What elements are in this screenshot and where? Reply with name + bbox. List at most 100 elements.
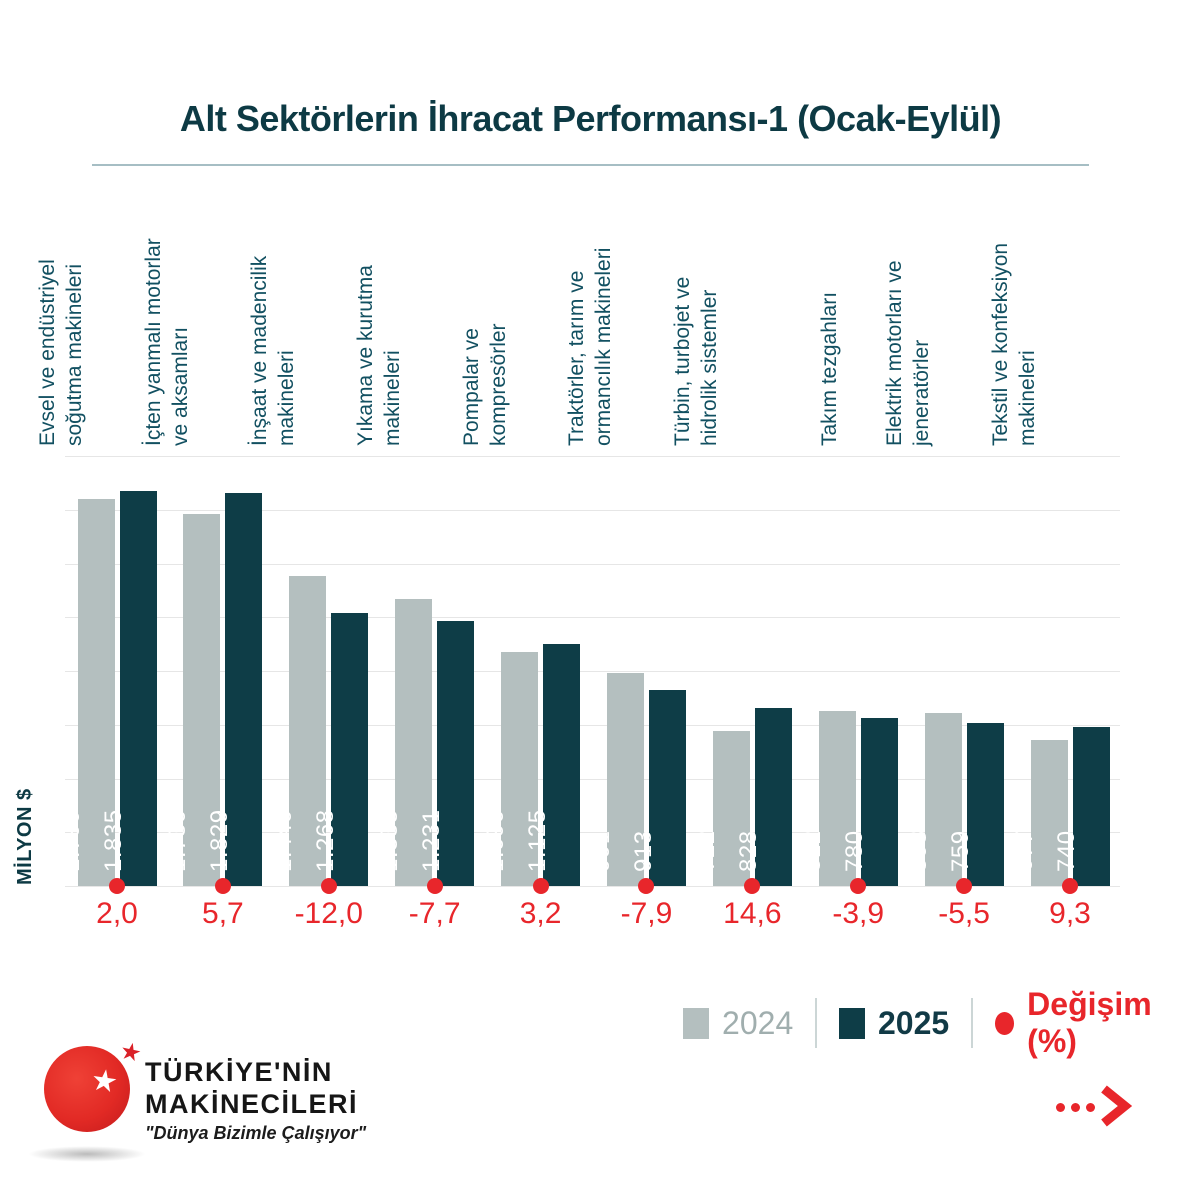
change-percent-label: 3,2	[519, 897, 562, 930]
category-label: Yıkama ve kurutma makineleri	[353, 265, 404, 446]
legend-label-2024: 2024	[722, 1004, 794, 1041]
bar-2025	[1072, 727, 1110, 886]
category-label: Tekstil ve konfeksiyon makineleri	[989, 242, 1039, 446]
bar-2024	[77, 499, 115, 886]
bar-2025	[437, 621, 475, 886]
legend-swatch-2025	[838, 1007, 865, 1039]
change-dot-icon	[744, 878, 761, 894]
gridline	[65, 456, 1120, 457]
legend-divider	[815, 998, 817, 1048]
bar-value-label: 1.090	[481, 809, 509, 872]
logo-red-sphere-icon	[44, 1046, 130, 1132]
legend-label-change: Değişim (%)	[1027, 986, 1152, 1059]
chart-title: Alt Sektörlerin İhracat Performansı-1 (O…	[179, 98, 1002, 139]
change-dot-icon	[532, 878, 549, 894]
bar-value-label: 1.268	[311, 809, 339, 872]
bar-value-label: 1.835	[100, 809, 127, 872]
dot-icon	[1086, 1103, 1095, 1112]
change-dot-icon	[109, 878, 125, 894]
bar-value-label: 1.125	[523, 809, 551, 872]
bar-2024	[289, 576, 327, 886]
bar-value-label: 1.335	[375, 809, 403, 872]
category-label: Pompalar ve kompresörler	[459, 323, 510, 446]
logo-white-star-icon: ★	[88, 1063, 121, 1100]
bar-value-label: 913	[629, 830, 657, 872]
dot-icon	[1071, 1103, 1080, 1112]
bar-2024	[712, 731, 750, 886]
change-dot-icon	[426, 878, 443, 894]
bar-value-label: 803	[905, 830, 933, 872]
change-percent-label: -12,0	[294, 897, 363, 930]
change-dot-icon	[638, 878, 655, 894]
dot-icon	[1056, 1103, 1065, 1112]
bar-value-label: 1.440	[269, 809, 297, 872]
category-label: Traktörler, tarım ve ormancılık makineler…	[565, 247, 616, 446]
gridline	[65, 510, 1120, 511]
title-divider	[92, 164, 1089, 166]
bar-value-label: 1.829	[205, 809, 233, 872]
bar-value-label: 991	[587, 830, 615, 872]
bar-2025	[649, 690, 686, 886]
bar-value-label: 1.730	[163, 809, 191, 872]
bar-2024	[924, 713, 962, 886]
legend-label-2025: 2025	[877, 1004, 950, 1041]
category-label: Takım tezgahları	[817, 291, 841, 446]
legend-swatch-2024	[683, 1007, 710, 1039]
bar-2025	[331, 613, 369, 886]
logo-red-star-icon: ★	[117, 1037, 145, 1068]
change-dot-icon	[320, 878, 337, 894]
bar-value-label: 722	[693, 830, 721, 872]
bar-2024	[1030, 740, 1068, 886]
gridline	[65, 671, 1120, 672]
change-percent-label: -7,9	[620, 897, 673, 930]
bar-2025	[966, 723, 1004, 886]
change-percent-label: 2,0	[96, 897, 138, 930]
bar-value-label: 740	[1053, 830, 1080, 872]
gridline	[65, 886, 1120, 887]
bar-2024	[395, 599, 433, 886]
brand-text-block: TÜRKİYE'NİN MAKİNECİLERİ "Dünya Bizimle …	[145, 1056, 366, 1144]
brand-slogan: "Dünya Bizimle Çalışıyor"	[145, 1123, 367, 1143]
gridline	[65, 617, 1120, 618]
next-page-button[interactable]	[1050, 1084, 1136, 1128]
brand-name-line2: MAKİNECİLERİ	[145, 1089, 358, 1119]
change-dot-icon	[956, 878, 973, 894]
legend-divider	[971, 998, 973, 1048]
bar-2024	[607, 673, 644, 886]
change-dot-icon	[850, 878, 867, 894]
bar-2025	[543, 644, 581, 886]
bar-value-label: 780	[841, 830, 869, 872]
bar-value-label: 759	[947, 830, 975, 872]
gridline	[65, 725, 1120, 726]
bar-2025	[119, 491, 157, 886]
bar-2025	[860, 718, 898, 886]
bar-value-label: 1.231	[417, 809, 445, 872]
change-percent-label: -3,9	[832, 897, 885, 930]
logo-shadow	[28, 1146, 146, 1162]
brand-name-line1: TÜRKİYE'NİN	[145, 1057, 333, 1087]
change-dot-icon	[1062, 878, 1078, 894]
category-label: İçten yanmalı motorlar ve aksamları	[141, 238, 192, 446]
change-dot-icon	[214, 878, 231, 894]
bar-value-label: 828	[735, 830, 763, 872]
category-label: Türbin, turbojet ve hidrolik sistemler	[671, 276, 722, 446]
bar-2025	[754, 708, 792, 886]
change-percent-label: 14,6	[723, 897, 782, 930]
bar-value-label: 677	[1011, 830, 1038, 872]
change-percent-label: -5,5	[938, 897, 990, 930]
chart-legend: 2024 2025 Değişim (%)	[683, 986, 1181, 1059]
gridline	[65, 779, 1120, 780]
category-label: İnşaat ve madencilik makineleri	[247, 255, 298, 446]
gridline	[65, 564, 1120, 565]
chevron-right-icon	[1101, 1085, 1132, 1127]
bar-2024	[818, 711, 856, 886]
gridline	[65, 832, 1120, 833]
bar-2024	[501, 652, 539, 886]
bar-2024	[183, 514, 221, 886]
category-label: Elektrik motorları ve jeneratörler	[883, 260, 934, 446]
change-percent-label: 5,7	[202, 897, 244, 930]
category-label: Evsel ve endüstriyel soğutma makineleri	[36, 259, 86, 446]
change-percent-label: 9,3	[1049, 897, 1091, 930]
bar-value-label: 1.799	[58, 809, 85, 872]
